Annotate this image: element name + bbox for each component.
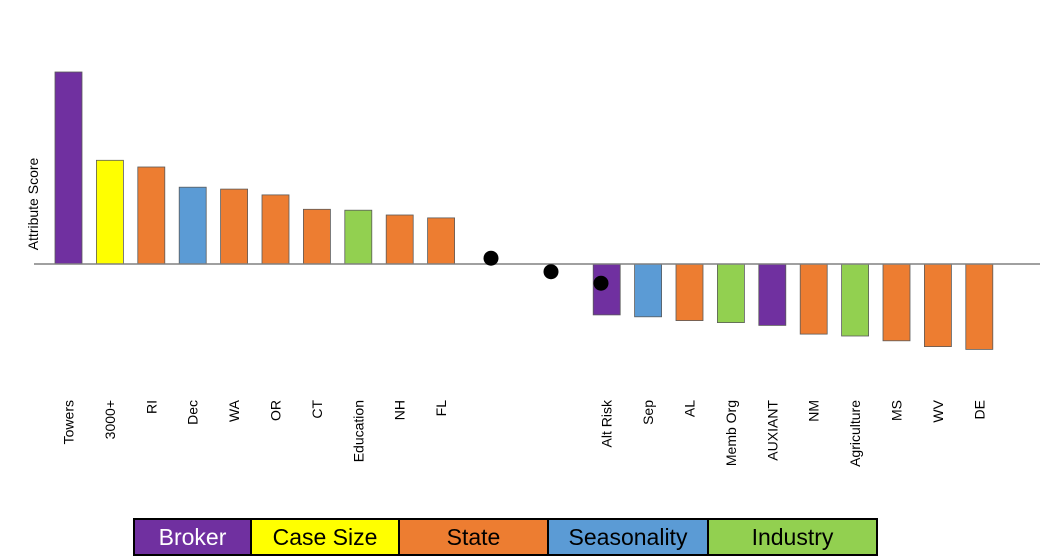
tick-label: 3000+ [102,400,118,439]
bar-al [675,263,704,321]
tick-label: Towers [61,400,77,444]
legend-item-state: State [400,520,549,554]
bar-ms [882,263,911,342]
tick-label: FL [433,400,449,417]
tick-label: RI [143,400,159,414]
tick-label: Agriculture [847,400,863,467]
bar-education [344,209,373,265]
y-axis-label: Attribute Score [25,157,41,250]
tick-label: Memb Org [723,400,739,466]
legend-item-industry: Industry [709,520,876,554]
bar-dec [178,186,207,265]
bar-nm [799,263,828,335]
tick-label: WV [930,399,946,422]
tick-label: WA [226,399,242,422]
ellipsis-dot [483,250,499,266]
bar-de [965,263,994,350]
tick-label: Dec [185,400,201,425]
legend-item-seasonality: Seasonality [549,520,709,554]
bar-memb-org [717,263,745,323]
tick-label: OR [268,400,284,421]
tick-label: Alt Risk [599,399,615,447]
bar-agriculture [841,263,869,337]
tick-label: CT [309,400,325,419]
legend-item-broker: Broker [135,520,252,554]
ellipsis-dot [543,264,559,280]
legend: Broker Case Size State Seasonality Industry [133,518,878,556]
ellipsis-dots-group [483,250,609,291]
bar-wv [924,263,952,347]
bar-ri [137,166,166,265]
legend-item-case-size: Case Size [252,520,400,554]
category-tick-labels: Towers 3000+ RI Dec WA OR CT Education NH FL Alt R… [61,399,988,467]
tick-label: MS [889,400,905,421]
bar-fl [427,217,456,265]
bar-3000- [96,159,124,265]
bar-sep [634,263,662,318]
bar-auxiant [758,263,787,326]
tick-label: Education [350,400,366,462]
tick-label: NH [392,400,408,420]
bars-group [54,71,994,350]
bar-ct [302,208,331,265]
bar-wa [220,188,249,265]
ellipsis-dot [593,275,609,291]
tick-label: AL [682,400,698,417]
tick-label: Sep [640,400,656,425]
tick-label: AUXIANT [764,400,780,461]
attribute-score-bar-chart: Attribute Score Towers 3000+ RI Dec WA OR CT Ed… [25,71,1040,467]
tick-label: NM [806,400,822,422]
tick-label: DE [971,400,987,419]
bar-or [261,194,290,265]
bar-nh [385,214,414,265]
bar-towers [54,71,83,265]
